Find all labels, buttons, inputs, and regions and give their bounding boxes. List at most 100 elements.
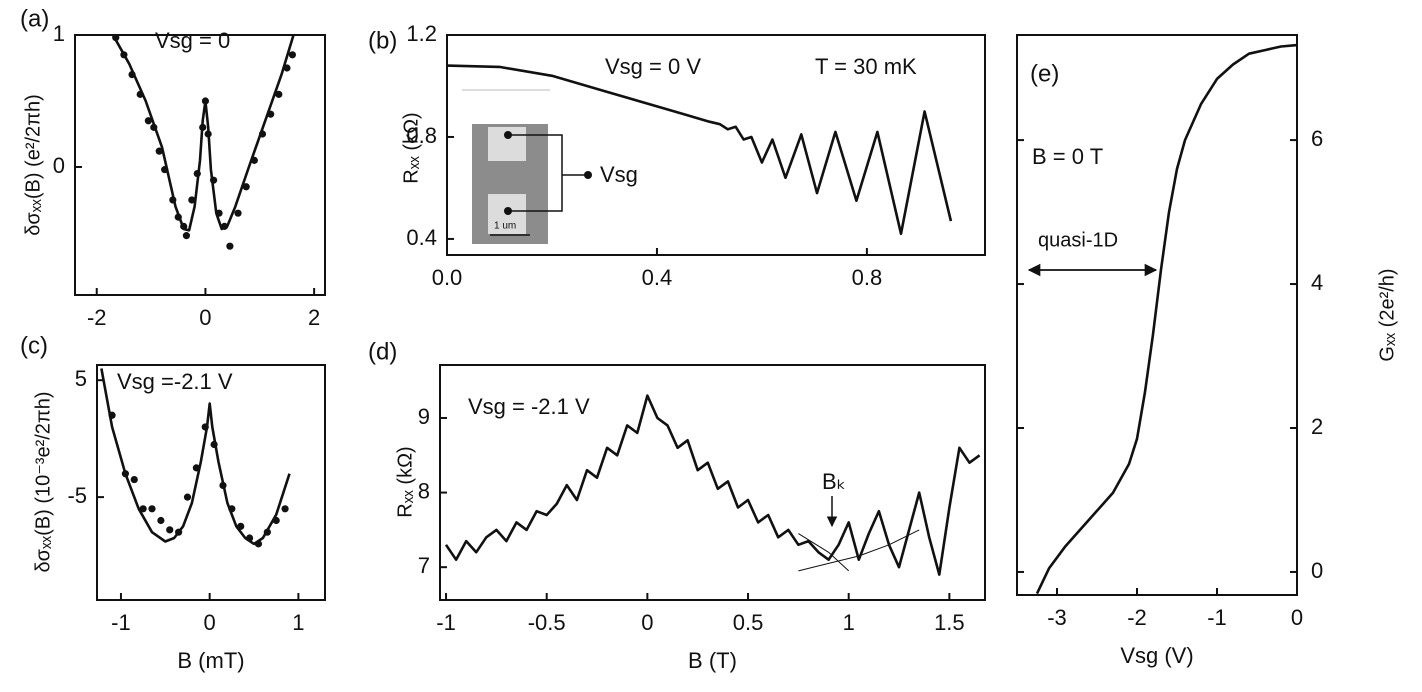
plot-frame — [1016, 34, 1298, 596]
data-point — [192, 464, 200, 472]
x-tick-label: -2 — [1127, 605, 1147, 630]
data-point — [275, 90, 283, 98]
data-point — [204, 130, 212, 138]
data-point — [183, 493, 192, 501]
data-point — [161, 166, 169, 174]
data-point — [267, 110, 275, 118]
data-point — [136, 90, 144, 98]
data-line — [111, 34, 295, 232]
annotation: T = 30 mK — [815, 54, 917, 79]
x-tick-label: 0 — [641, 610, 653, 635]
x-tick-label: 0 — [204, 610, 216, 635]
panel-label: (e) — [1030, 60, 1059, 87]
y-tick-label: 6 — [1311, 126, 1323, 151]
y-tick-label: 0 — [53, 153, 65, 178]
x-tick-label: 0.4 — [642, 265, 673, 290]
data-point — [283, 64, 291, 72]
data-point — [263, 528, 271, 536]
x-axis-label: B (T) — [688, 648, 737, 673]
x-tick-label: 1 — [292, 610, 304, 635]
data-point — [188, 196, 196, 204]
y-tick-label: 0.4 — [406, 225, 437, 250]
plot-frame — [446, 34, 986, 256]
data-line — [444, 394, 981, 576]
y-tick-label: 1.2 — [406, 21, 437, 46]
x-tick-label: -1 — [111, 610, 131, 635]
data-point — [254, 540, 263, 548]
annotation: Vsg = -2.1 V — [468, 394, 590, 419]
x-tick-label: 0.8 — [852, 265, 883, 290]
inset-image — [462, 89, 592, 256]
y-axis-label: Rₓₓ (kΩ) — [394, 446, 416, 517]
panel-label: (a) — [20, 5, 49, 32]
data-point — [220, 222, 229, 230]
x-tick-label: 1.5 — [934, 610, 965, 635]
panel: -3 -2 -1 00 2 4 6 (e) Vsg (V) Gₓₓ (2e²/h) B = 0 T q… — [1016, 34, 1398, 668]
panel: -2 0 2 0 1(a) δσₓₓ(B) (e²/2πh) Vsg = 0 — [20, 5, 326, 330]
data-point — [150, 123, 158, 131]
data-point — [219, 481, 227, 490]
panel: 0.0 0.4 0.8 0.4 0.8 1.2 (b) Rₓₓ (kΩ) Vsg = 0 V T … — [368, 21, 986, 290]
x-tick-label: -3 — [1047, 605, 1067, 630]
data-point — [144, 117, 152, 125]
x-tick-label: 0 — [1291, 605, 1303, 630]
data-point — [157, 516, 165, 525]
data-line — [100, 368, 291, 546]
data-point — [281, 505, 289, 513]
data-point — [288, 51, 296, 59]
data-point — [272, 516, 280, 525]
y-tick-label: 2 — [1311, 414, 1323, 439]
data-point — [210, 440, 218, 449]
annotation: Bₖ — [822, 469, 846, 494]
x-axis-label: Vsg (V) — [1120, 643, 1193, 668]
y-tick-label: 8 — [418, 478, 430, 503]
data-point — [201, 423, 209, 431]
x-tick-label: 2 — [308, 305, 320, 330]
plot-frame — [439, 364, 986, 601]
data-point — [175, 528, 183, 536]
annotation: Vsg = 0 V — [605, 54, 701, 79]
panel: -1 0 1 -5 5 (c) B (mT) δσₓₓ(B) (10⁻³e²/2πh) Vsg … — [20, 332, 326, 673]
data-point — [169, 196, 177, 204]
data-point — [215, 209, 223, 217]
x-tick-label: -0.5 — [528, 610, 566, 635]
annotation: quasi-1D — [1038, 229, 1118, 251]
data-point — [237, 522, 245, 530]
y-axis-label: Rₓₓ (kΩ) — [400, 112, 422, 183]
x-axis-label: B (mT) — [177, 648, 244, 673]
plot-frame — [96, 364, 326, 601]
annotation: Vsg — [600, 162, 638, 187]
y-tick-label: 7 — [418, 553, 430, 578]
panel-label: (c) — [20, 332, 48, 359]
data-point — [242, 183, 250, 191]
fit-line — [798, 533, 850, 572]
annotation: B = 0 T — [1032, 144, 1103, 169]
data-point — [228, 505, 236, 513]
annotation: Vsg =-2.1 V — [117, 369, 233, 394]
data-point — [193, 169, 201, 178]
x-tick-label: 1 — [843, 610, 855, 635]
data-point — [120, 51, 128, 59]
data-point — [201, 97, 210, 105]
data-point — [155, 147, 163, 155]
x-tick-label: -2 — [87, 305, 107, 330]
y-tick-label: 1 — [53, 21, 65, 46]
y-axis-label: Gₓₓ (2e²/h) — [1376, 268, 1398, 361]
data-point — [180, 222, 188, 230]
data-point — [139, 505, 147, 513]
data-point — [182, 232, 191, 240]
data-point — [174, 213, 182, 221]
data-point — [226, 242, 234, 250]
data-point — [148, 505, 156, 513]
panel: -1 -0.5 0 0.5 1 1.5 7 8 9 (d) B (T) Rₓₓ (kΩ) Vsg = -… — [368, 338, 986, 673]
y-axis-label: δσₓₓ(B) (e²/2πh) — [22, 94, 44, 236]
x-tick-label: -1 — [1207, 605, 1227, 630]
data-point — [258, 130, 267, 138]
data-point — [166, 526, 174, 534]
annotation: 1 um — [494, 221, 516, 232]
data-line — [446, 64, 953, 236]
data-point — [128, 70, 136, 79]
panel-label: (b) — [368, 27, 397, 54]
annotation: Vsg = 0 — [155, 28, 230, 53]
x-tick-label: 0 — [199, 305, 211, 330]
